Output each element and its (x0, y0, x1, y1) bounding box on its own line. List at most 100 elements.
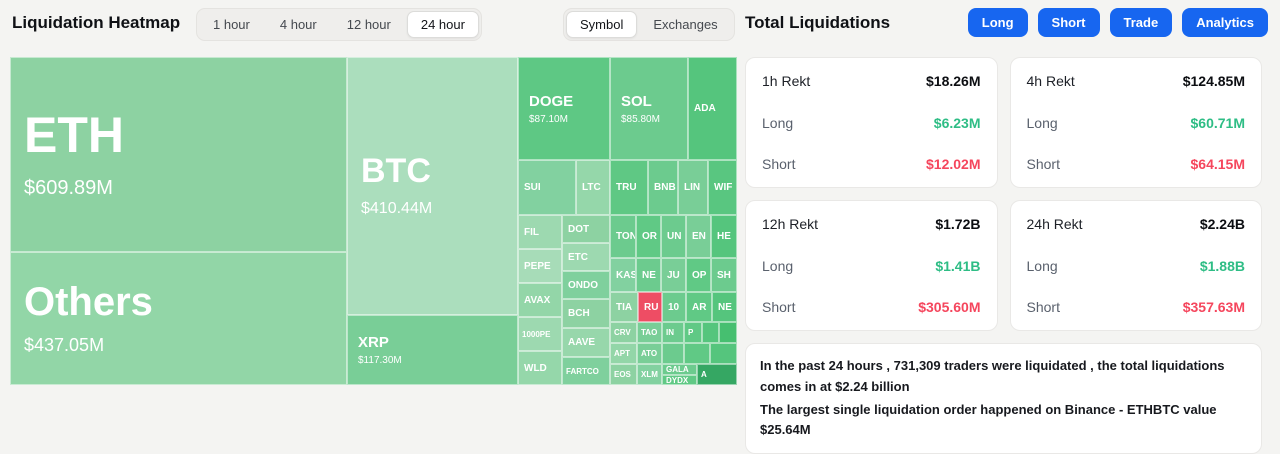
coin-symbol: ETH (24, 106, 124, 163)
coin-symbol: A (701, 370, 707, 379)
total-liquidations-panel: 1h Rekt $18.26M Long $6.23M Short $12.02M 4h R… (745, 57, 1262, 454)
coin-symbol: OP (692, 269, 707, 281)
coin-symbol: ETC (568, 251, 588, 263)
period-label: 4h Rekt (1026, 73, 1075, 89)
heatmap-cell-p[interactable]: P (684, 322, 702, 343)
heatmap-cell-ada[interactable]: ADA (688, 57, 737, 160)
heatmap-cell-fil[interactable]: FIL (518, 215, 562, 249)
heatmap-cell-sui[interactable]: SUI (518, 160, 576, 215)
heatmap-cell-unlabeled[interactable] (702, 322, 719, 343)
short-value: $357.63M (1182, 299, 1245, 315)
coin-symbol: ONDO (568, 279, 598, 291)
heatmap-cell-pepe[interactable]: PEPE (518, 249, 562, 283)
coin-symbol: SH (717, 269, 731, 281)
heatmap-cell-ltc[interactable]: LTC (576, 160, 610, 215)
heatmap-cell-aave[interactable]: AAVE (562, 328, 610, 357)
coin-symbol: FARTCO (566, 366, 599, 376)
heatmap-cell-bch[interactable]: BCH (562, 299, 610, 328)
rekt-card-1h-rekt: 1h Rekt $18.26M Long $6.23M Short $12.02M (745, 57, 998, 188)
heatmap-cell-kas[interactable]: KAS (610, 258, 636, 292)
heatmap-cell-gala[interactable]: GALA (662, 364, 697, 375)
heatmap-cell-ne[interactable]: NE (636, 258, 661, 292)
heatmap-cell-dydx[interactable]: DYDX (662, 375, 697, 385)
heatmap-cell-op[interactable]: OP (686, 258, 711, 292)
coin-symbol: TIA (616, 301, 633, 313)
heatmap-cell-tru[interactable]: TRU (610, 160, 648, 215)
coin-symbol: EN (692, 231, 706, 242)
coin-symbol: BCH (568, 308, 590, 319)
trade-button[interactable]: Trade (1109, 8, 1173, 37)
heatmap-cell-doge[interactable]: DOGE $87.10M (518, 57, 610, 160)
coin-symbol: DYDX (666, 375, 689, 385)
heatmap-cell-fartco[interactable]: FARTCO (562, 357, 610, 385)
short-button[interactable]: Short (1037, 8, 1100, 37)
heatmap-cell-others[interactable]: Others $437.05M (10, 252, 347, 385)
heatmap-cell-lin[interactable]: LIN (678, 160, 708, 215)
heatmap-cell-tao[interactable]: TAO (637, 322, 662, 343)
heatmap-cell-unlabeled[interactable] (710, 343, 737, 364)
heatmap-cell-ondo[interactable]: ONDO (562, 271, 610, 299)
heatmap-cell-dot[interactable]: DOT (562, 215, 610, 243)
heatmap-cell-or[interactable]: OR (636, 215, 661, 258)
heatmap-cell-ton[interactable]: TON (610, 215, 636, 258)
heatmap-cell-sol[interactable]: SOL $85.80M (610, 57, 688, 160)
summary-text: In the past 24 hours , 731,309 traders w… (760, 358, 1225, 394)
heatmap-cell-avax[interactable]: AVAX (518, 283, 562, 317)
long-value: $6.23M (933, 114, 981, 131)
coin-symbol: WIF (714, 182, 733, 193)
heatmap-cell-he[interactable]: HE (711, 215, 737, 258)
heatmap-cell-un[interactable]: UN (661, 215, 686, 258)
mode-exchanges[interactable]: Exchanges (639, 11, 731, 38)
heatmap-cell-xlm[interactable]: XLM (637, 364, 662, 385)
heatmap-cell-bnb[interactable]: BNB (648, 160, 678, 215)
coin-symbol: TAO (641, 328, 658, 337)
heatmap-cell-in[interactable]: IN (662, 322, 684, 343)
heatmap-cell-wld[interactable]: WLD (518, 351, 562, 385)
long-row: Long $1.88B (1027, 258, 1246, 274)
card-header-row: 1h Rekt $18.26M (762, 73, 981, 89)
heatmap-cell-unlabeled[interactable] (662, 343, 684, 364)
heatmap-cell-ato[interactable]: ATO (637, 343, 662, 364)
heatmap-cell-sh[interactable]: SH (711, 258, 737, 292)
heatmap-cell-ar[interactable]: AR (686, 292, 712, 322)
heatmap-cell-xrp[interactable]: XRP $117.30M (347, 315, 518, 385)
heatmap-cell-ne[interactable]: NE (712, 292, 737, 322)
time-filter-1-hour[interactable]: 1 hour (199, 11, 264, 38)
short-label: Short (762, 299, 796, 315)
heatmap-cell-10[interactable]: 10 (662, 292, 686, 322)
heatmap-cell-1000pe[interactable]: 1000PE (518, 317, 562, 351)
heatmap-cell-apt[interactable]: APT (610, 343, 637, 364)
page-title: Liquidation Heatmap (12, 13, 181, 32)
coin-symbol: Others (24, 280, 153, 324)
heatmap-cell-ru[interactable]: RU (638, 292, 662, 322)
heatmap-cell-crv[interactable]: CRV (610, 322, 637, 343)
time-filter-4-hour[interactable]: 4 hour (266, 11, 331, 38)
analytics-button[interactable]: Analytics (1182, 8, 1268, 37)
coin-symbol: CRV (614, 328, 631, 337)
heatmap-cell-wif[interactable]: WIF (708, 160, 737, 215)
long-value: $1.41B (935, 257, 981, 274)
total-value: $18.26M (926, 73, 981, 89)
heatmap-cell-eos[interactable]: EOS (610, 364, 637, 385)
heatmap-cell-en[interactable]: EN (686, 215, 711, 258)
heatmap-cell-tia[interactable]: TIA (610, 292, 638, 322)
time-filter-24-hour[interactable]: 24 hour (406, 11, 479, 38)
heatmap-cell-btc[interactable]: BTC $410.44M (347, 57, 518, 315)
coin-symbol: GALA (666, 365, 689, 374)
liquidation-heatmap-page: Liquidation Heatmap 1 hour 4 hour 12 hour 2… (10, 8, 1268, 454)
coin-symbol: IN (666, 328, 674, 337)
card-header-row: 24h Rekt $2.24B (1027, 216, 1246, 232)
heatmap-cell-etc[interactable]: ETC (562, 243, 610, 271)
heatmap-cell-ju[interactable]: JU (661, 258, 686, 292)
time-filter-12-hour[interactable]: 12 hour (333, 11, 405, 38)
heatmap-cell-unlabeled[interactable] (684, 343, 710, 364)
short-value: $64.15M (1190, 156, 1245, 172)
long-label: Long (762, 257, 794, 274)
coin-symbol: 10 (668, 301, 680, 313)
long-button[interactable]: Long (967, 8, 1028, 37)
heatmap-cell-unlabeled[interactable] (719, 322, 737, 343)
heatmap-cell-a[interactable]: A (697, 364, 737, 385)
mode-symbol[interactable]: Symbol (566, 11, 638, 38)
liquidation-treemap: ETH $609.89M Others $437.05M BTC $410.44M XRP $… (10, 57, 737, 385)
heatmap-cell-eth[interactable]: ETH $609.89M (10, 57, 347, 252)
